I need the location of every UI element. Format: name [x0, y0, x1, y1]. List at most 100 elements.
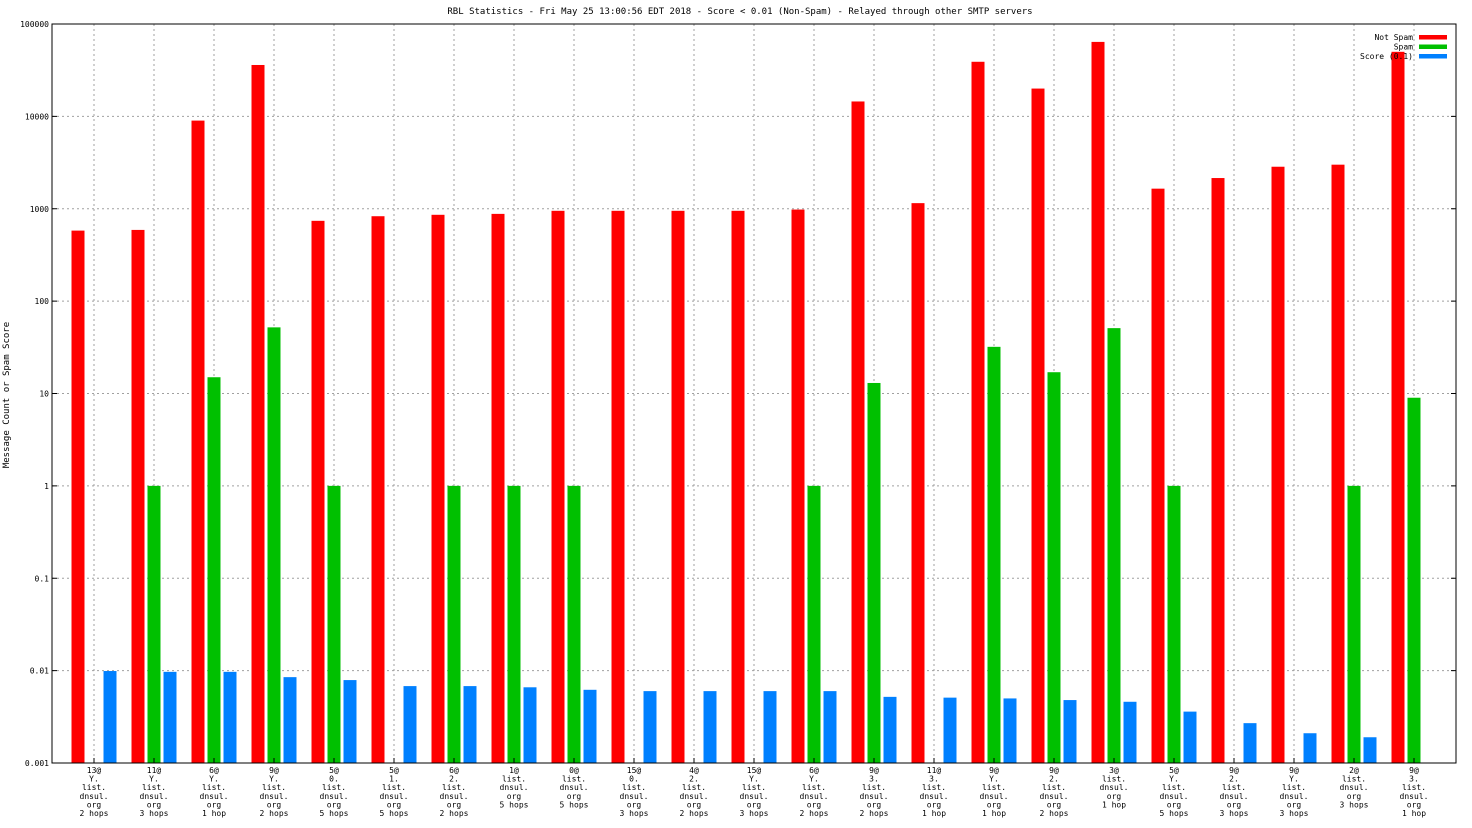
x-tick-label-line: Y.	[209, 775, 219, 784]
x-tick-label-line: 2 hops	[680, 809, 709, 818]
bar-1	[447, 485, 461, 763]
x-tick-label-line: org	[387, 800, 402, 809]
x-tick-label-line: 3.	[929, 775, 939, 784]
x-tick-label-line: 2.	[449, 775, 459, 784]
bar-2	[463, 686, 477, 763]
x-tick-label-line: org	[87, 800, 102, 809]
bar-1	[1347, 485, 1361, 763]
y-tick-label: 100	[35, 297, 50, 306]
x-tick-label-line: 6@	[449, 766, 459, 775]
legend-swatch	[1419, 35, 1447, 40]
x-tick-label-line: dnsul.	[1040, 792, 1069, 801]
x-tick-label-line: dnsul.	[1100, 783, 1129, 792]
x-tick-label-line: org	[447, 800, 462, 809]
x-tick-label-line: 2 hops	[1040, 809, 1069, 818]
x-tick-label-line: 9@	[1409, 766, 1419, 775]
x-tick-label-line: org	[507, 792, 522, 801]
bar-0	[1391, 51, 1405, 764]
x-tick-label-line: Y.	[809, 775, 819, 784]
bar-1	[867, 382, 881, 763]
bar-1	[1167, 485, 1181, 763]
bar-0	[71, 230, 85, 763]
x-tick-label-line: 11@	[927, 766, 942, 775]
bar-0	[911, 203, 925, 763]
x-tick-label-line: 1 hop	[1402, 809, 1426, 818]
x-tick-label-line: org	[1287, 800, 1302, 809]
x-tick-label-line: 9@	[1049, 766, 1059, 775]
x-tick-label-line: dnsul.	[260, 792, 289, 801]
x-tick-label-line: Y.	[749, 775, 759, 784]
bar-2	[1183, 711, 1197, 763]
x-tick-label-line: 1.	[389, 775, 399, 784]
x-tick-label-line: 1@	[509, 766, 519, 775]
x-tick-label-line: 13@	[87, 766, 102, 775]
bar-2	[823, 691, 837, 763]
bar-2	[763, 691, 777, 763]
x-tick-label-line: list.	[1402, 783, 1426, 792]
x-tick-label-line: 5 hops	[500, 800, 529, 809]
x-tick-label: 11@ Y. list. dnsul. org 3 hops	[140, 766, 169, 818]
bar-1	[327, 485, 341, 763]
x-tick-label: 13@ Y. list. dnsul. org 2 hops	[80, 766, 109, 818]
x-tick-label: 3@ list. dnsul. org 1 hop	[1100, 766, 1129, 809]
x-tick-label-line: dnsul.	[560, 783, 589, 792]
x-tick-label-line: 2 hops	[860, 809, 889, 818]
x-tick-label-line: 2.	[1049, 775, 1059, 784]
x-tick-label: 5@ 1. list. dnsul. org 5 hops	[380, 766, 409, 818]
bar-2	[643, 691, 657, 763]
x-tick-label-line: list.	[502, 775, 526, 784]
bar-2	[883, 696, 897, 763]
x-tick-label-line: list.	[742, 783, 766, 792]
y-tick-label: 1000	[30, 205, 49, 214]
x-tick-label-line: dnsul.	[440, 792, 469, 801]
y-tick-label: 10	[39, 390, 49, 399]
x-tick-label-line: 5@	[389, 766, 399, 775]
x-tick-label: 2@ list. dnsul. org 3 hops	[1340, 766, 1369, 809]
bars	[71, 41, 1421, 764]
bar-2	[1303, 733, 1317, 763]
bar-2	[343, 680, 357, 763]
bar-2	[703, 691, 717, 763]
x-tick-label-line: 2 hops	[800, 809, 829, 818]
bar-0	[491, 213, 505, 763]
bar-2	[283, 677, 297, 763]
x-tick-label-line: org	[1407, 800, 1422, 809]
x-tick-label-line: 4@	[689, 766, 699, 775]
x-tick-label-line: org	[207, 800, 222, 809]
x-tick-label-line: dnsul.	[1280, 792, 1309, 801]
x-tick-label-line: org	[1047, 800, 1062, 809]
x-tick-label-line: 3@	[1109, 766, 1119, 775]
x-tick-label-line: list.	[322, 783, 346, 792]
bar-0	[1091, 41, 1105, 764]
x-tick-label-line: dnsul.	[680, 792, 709, 801]
bar-0	[251, 64, 265, 763]
bar-2	[583, 689, 597, 763]
x-tick-label-line: list.	[442, 783, 466, 792]
x-tick-label-line: org	[567, 792, 582, 801]
bar-1	[567, 485, 581, 763]
bar-1	[987, 346, 1001, 763]
x-tick-label-line: list.	[1222, 783, 1246, 792]
bar-0	[131, 229, 145, 763]
x-tick-label-line: 11@	[147, 766, 162, 775]
x-tick-label-line: org	[807, 800, 822, 809]
bar-1	[207, 377, 221, 763]
x-tick-label-line: 5 hops	[1160, 809, 1189, 818]
bar-0	[1151, 188, 1165, 764]
x-tick-label-line: 2 hops	[440, 809, 469, 818]
x-tick-label-line: org	[327, 800, 342, 809]
x-tick-label-line: dnsul.	[380, 792, 409, 801]
y-axis-label: Message Count or Spam Score	[2, 322, 12, 468]
bar-1	[1107, 328, 1121, 763]
bar-0	[671, 210, 685, 763]
bar-2	[163, 671, 177, 763]
x-tick-label-line: 3 hops	[1340, 800, 1369, 809]
x-tick-label-line: org	[687, 800, 702, 809]
x-tick-label-line: 1 hop	[982, 809, 1006, 818]
x-tick-label-line: 3 hops	[1220, 809, 1249, 818]
x-tick-label-line: 2@	[1349, 766, 1359, 775]
y-tick-label: 1	[44, 482, 49, 491]
x-tick-label: 15@ 0. list. dnsul. org 3 hops	[620, 766, 649, 818]
x-tick-label-line: dnsul.	[500, 783, 529, 792]
